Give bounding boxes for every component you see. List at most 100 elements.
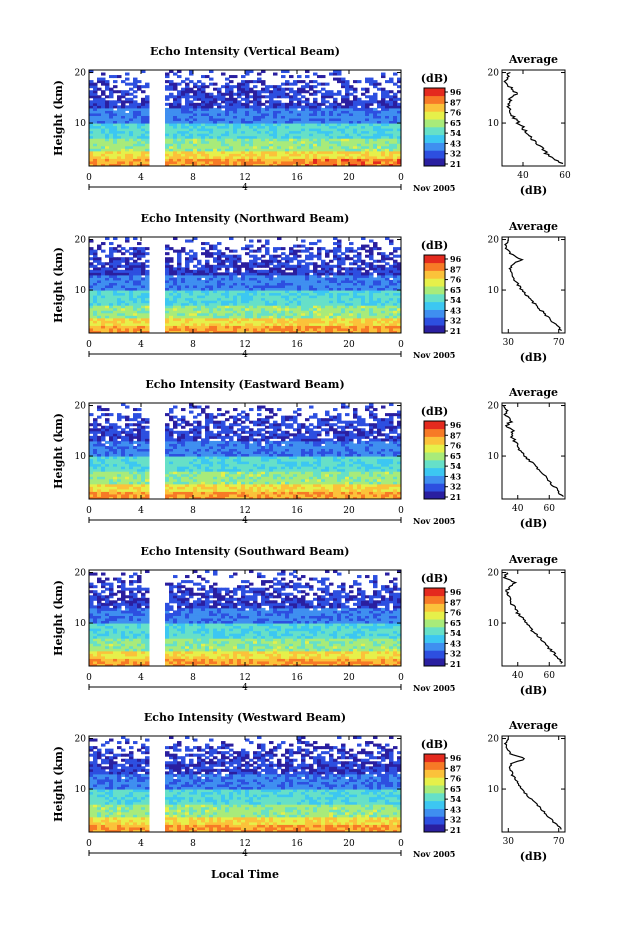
heatmap-cell xyxy=(225,247,230,250)
heatmap-cell xyxy=(301,80,306,83)
heatmap-cell xyxy=(129,98,134,101)
heatmap-cell xyxy=(241,262,246,265)
heatmap-cell xyxy=(321,93,326,96)
heatmap-cell xyxy=(361,93,366,96)
heatmap-cell xyxy=(245,245,250,248)
heatmap-cell xyxy=(389,95,394,98)
heatmap-cell xyxy=(285,103,290,106)
heatmap-cell xyxy=(373,108,378,111)
heatmap-cell xyxy=(281,103,286,106)
heatmap-cell xyxy=(241,80,246,83)
heatmap-cell xyxy=(293,90,298,93)
heatmap-cell xyxy=(205,93,210,96)
heatmap-cell xyxy=(93,83,98,86)
heatmap-cell xyxy=(101,242,106,245)
heatmap-cell xyxy=(313,80,318,83)
heatmap-cell xyxy=(317,75,322,78)
x-tick-label: 20 xyxy=(343,173,355,183)
heatmap-cell xyxy=(109,423,114,426)
heatmap-cell xyxy=(89,262,94,265)
x-tick-label: 16 xyxy=(291,173,303,183)
heatmap-cell xyxy=(281,252,286,255)
colorbar-segment xyxy=(424,310,445,318)
heatmap-cell xyxy=(205,75,210,78)
heatmap-cell xyxy=(109,247,114,250)
heatmap-cell xyxy=(341,95,346,98)
heatmap-cell xyxy=(345,80,350,83)
heatmap-cell xyxy=(289,247,294,250)
heatmap-cell xyxy=(189,88,194,91)
heatmap-cell xyxy=(337,78,342,81)
heatmap-cell xyxy=(261,255,266,258)
colorbar-segment xyxy=(424,255,445,263)
heatmap-cell xyxy=(301,265,306,268)
heatmap-cell xyxy=(393,83,398,86)
heatmap-cell xyxy=(233,255,238,258)
heatmap-cell xyxy=(373,80,378,83)
heatmap-cell xyxy=(213,245,218,248)
colorbar-label: 96 xyxy=(450,254,462,264)
heatmap-cell xyxy=(141,85,146,88)
x-tick-label: 12 xyxy=(239,173,250,183)
heatmap-cell xyxy=(325,90,330,93)
heatmap-cell xyxy=(137,262,142,265)
heatmap-cell xyxy=(137,103,142,106)
heatmap-cell xyxy=(173,267,178,270)
colorbar-segment xyxy=(424,278,445,286)
heatmap-cell xyxy=(241,272,246,275)
heatmap-cell xyxy=(201,75,206,78)
heatmap-cell xyxy=(189,250,194,253)
heatmap-cell xyxy=(97,245,102,248)
heatmap-cell xyxy=(133,78,138,81)
heatmap-cell xyxy=(281,247,286,250)
heatmap-cell xyxy=(329,250,334,253)
heatmap-cell xyxy=(313,242,318,245)
heatmap-cell xyxy=(121,252,126,255)
heatmap-cell xyxy=(357,80,362,83)
y-axis-label: Height (km) xyxy=(52,80,65,156)
y-tick-label: 20 xyxy=(75,236,87,246)
heatmap-cell xyxy=(301,240,306,243)
heatmap-cell xyxy=(393,93,398,96)
heatmap-cell xyxy=(273,277,278,280)
heatmap-cell xyxy=(89,413,94,416)
colorbar-label: 32 xyxy=(450,149,461,159)
heatmap-cell xyxy=(313,73,318,76)
heatmap-cell xyxy=(317,270,322,273)
heatmap-cell xyxy=(349,257,354,260)
heatmap-cell xyxy=(113,90,118,93)
heatmap-cell xyxy=(277,85,282,88)
heatmap-cell xyxy=(105,255,110,258)
colorbar-label: 76 xyxy=(450,108,462,118)
heatmap-cell xyxy=(141,247,146,250)
heatmap-cell xyxy=(113,85,118,88)
heatmap-cell xyxy=(357,252,362,255)
panel-title: Echo Intensity (Vertical Beam) xyxy=(150,45,340,58)
heatmap-cell xyxy=(133,90,138,93)
heatmap-cell xyxy=(317,265,322,268)
heatmap-cell xyxy=(93,418,98,421)
heatmap-cell xyxy=(105,100,110,103)
heatmap-cell xyxy=(393,73,398,76)
heatmap-cell xyxy=(333,98,338,101)
heatmap-cell xyxy=(281,270,286,273)
heatmap-cell xyxy=(301,245,306,248)
heatmap-cell xyxy=(101,413,106,416)
heatmap-cell xyxy=(213,252,218,255)
heatmap-cell xyxy=(289,95,294,98)
heatmap-cell xyxy=(105,80,110,83)
heatmap-cell xyxy=(225,83,230,86)
heatmap-cell xyxy=(369,272,374,275)
heatmap-cell xyxy=(377,265,382,268)
colorbar-unit: (dB) xyxy=(421,239,448,252)
heatmap-cell xyxy=(145,247,150,250)
heatmap-cell xyxy=(225,265,230,268)
heatmap-cell xyxy=(369,240,374,243)
heatmap-cell xyxy=(357,98,362,101)
heatmap-cell xyxy=(89,90,94,93)
heatmap-cell xyxy=(177,250,182,253)
heatmap-cell xyxy=(181,88,186,91)
heatmap-cell xyxy=(109,88,114,91)
heatmap-cell xyxy=(141,262,146,265)
heatmap-cell xyxy=(341,272,346,275)
